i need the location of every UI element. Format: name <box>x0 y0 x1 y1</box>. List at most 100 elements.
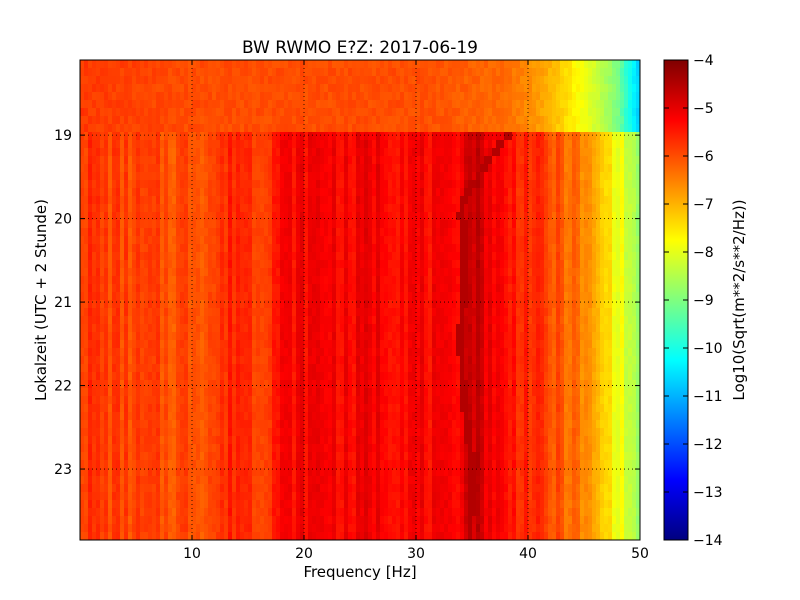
heatmap-cell <box>556 228 561 237</box>
heatmap-cell <box>248 188 253 197</box>
heatmap-cell <box>296 116 301 125</box>
heatmap-cell <box>228 108 233 117</box>
heatmap-cell <box>164 212 169 221</box>
heatmap-cell <box>176 276 181 285</box>
heatmap-cell <box>336 68 341 77</box>
heatmap-cell <box>180 76 185 85</box>
heatmap-cell <box>624 124 629 133</box>
heatmap-cell <box>476 180 481 189</box>
heatmap-cell <box>276 148 281 157</box>
heatmap-cell <box>400 124 405 133</box>
heatmap-cell <box>452 300 457 309</box>
heatmap-cell <box>436 316 441 325</box>
heatmap-cell <box>260 220 265 229</box>
heatmap-cell <box>492 236 497 245</box>
heatmap-cell <box>92 252 97 261</box>
heatmap-cell <box>204 236 209 245</box>
heatmap-cell <box>364 68 369 77</box>
heatmap-cell <box>336 196 341 205</box>
heatmap-cell <box>412 100 417 109</box>
heatmap-cell <box>600 268 605 277</box>
heatmap-cell <box>124 148 129 157</box>
heatmap-cell <box>544 292 549 301</box>
heatmap-cell <box>264 172 269 181</box>
heatmap-cell <box>320 340 325 349</box>
heatmap-cell <box>584 332 589 341</box>
heatmap-cell <box>148 268 153 277</box>
heatmap-cell <box>312 156 317 165</box>
heatmap-cell <box>80 260 85 269</box>
heatmap-cell <box>388 100 393 109</box>
heatmap-cell <box>84 332 89 341</box>
heatmap-cell <box>300 236 305 245</box>
heatmap-cell <box>536 284 541 293</box>
heatmap-cell <box>128 172 133 181</box>
heatmap-cell <box>360 284 365 293</box>
heatmap-cell <box>284 332 289 341</box>
heatmap-cell <box>604 300 609 309</box>
heatmap-cell <box>492 156 497 165</box>
heatmap-cell <box>300 204 305 213</box>
heatmap-cell <box>628 92 633 101</box>
heatmap-cell <box>620 244 625 253</box>
heatmap-cell <box>276 116 281 125</box>
heatmap-cell <box>220 332 225 341</box>
heatmap-cell <box>448 100 453 109</box>
heatmap-cell <box>212 140 217 149</box>
heatmap-cell <box>208 100 213 109</box>
heatmap-cell <box>452 332 457 341</box>
heatmap-cell <box>380 204 385 213</box>
heatmap-cell <box>580 196 585 205</box>
heatmap-cell <box>240 92 245 101</box>
heatmap-cell <box>184 332 189 341</box>
heatmap-cell <box>456 148 461 157</box>
heatmap-cell <box>248 92 253 101</box>
heatmap-cell <box>224 116 229 125</box>
heatmap-cell <box>228 60 233 69</box>
heatmap-cell <box>608 140 613 149</box>
heatmap-cell <box>488 252 493 261</box>
heatmap-cell <box>612 76 617 85</box>
heatmap-cell <box>612 108 617 117</box>
heatmap-cell <box>200 308 205 317</box>
heatmap-cell <box>476 156 481 165</box>
heatmap-cell <box>212 60 217 69</box>
heatmap-cell <box>632 188 637 197</box>
heatmap-cell <box>120 188 125 197</box>
heatmap-cell <box>568 308 573 317</box>
heatmap-cell <box>264 188 269 197</box>
heatmap-cell <box>548 132 553 141</box>
heatmap-cell <box>436 116 441 125</box>
heatmap-cell <box>96 260 101 269</box>
heatmap-cell <box>88 140 93 149</box>
heatmap-cell <box>316 284 321 293</box>
heatmap-cell <box>208 108 213 117</box>
heatmap-cell <box>156 100 161 109</box>
heatmap-cell <box>296 212 301 221</box>
heatmap-cell <box>504 60 509 69</box>
heatmap-cell <box>376 292 381 301</box>
heatmap-cell <box>568 220 573 229</box>
heatmap-cell <box>596 132 601 141</box>
heatmap-cell <box>612 180 617 189</box>
heatmap-cell <box>616 220 621 229</box>
heatmap-cell <box>172 244 177 253</box>
heatmap-cell <box>112 220 117 229</box>
heatmap-cell <box>336 212 341 221</box>
heatmap-cell <box>468 316 473 325</box>
heatmap-cell <box>436 124 441 133</box>
heatmap-cell <box>196 252 201 261</box>
heatmap-cell <box>364 180 369 189</box>
heatmap-cell <box>192 324 197 333</box>
heatmap-cell <box>444 100 449 109</box>
heatmap-cell <box>320 260 325 269</box>
heatmap-cell <box>544 116 549 125</box>
heatmap-cell <box>512 236 517 245</box>
heatmap-cell <box>224 244 229 253</box>
heatmap-cell <box>148 332 153 341</box>
heatmap-cell <box>180 92 185 101</box>
heatmap-cell <box>620 276 625 285</box>
heatmap-cell <box>520 204 525 213</box>
heatmap-cell <box>216 324 221 333</box>
heatmap-cell <box>260 340 265 349</box>
